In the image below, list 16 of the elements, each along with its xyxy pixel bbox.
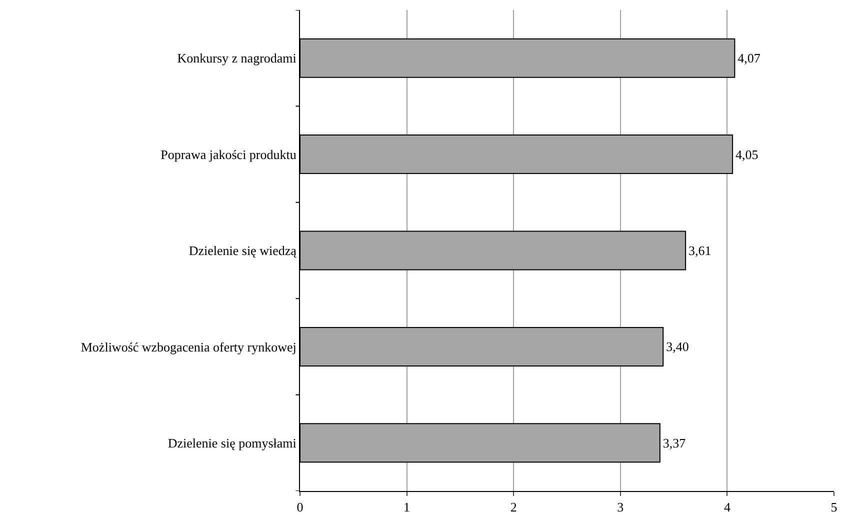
data-label: 3,61 [688, 243, 712, 258]
data-label: 4,05 [736, 146, 758, 162]
data-label: 3,40 [666, 339, 689, 354]
y-tick-label: Dzielenie się wiedzą [188, 243, 297, 258]
data-label: 4,07 [738, 50, 761, 66]
y-tick-label: Dzielenie się pomysłami [168, 435, 297, 450]
x-tick-label: 5 [830, 500, 838, 515]
x-tick-label: 0 [296, 500, 304, 515]
y-tick-label: Konkursy z nagrodami [177, 50, 297, 66]
data-label: 3,37 [662, 435, 686, 450]
x-tick-label: 3 [617, 500, 624, 515]
y-tick-label: Poprawa jakości produktu [160, 146, 297, 162]
y-tick-label: Możliwość wzbogacenia oferty rynkowej [80, 339, 296, 354]
x-tick-label: 2 [510, 500, 517, 515]
x-tick-label: 4 [724, 500, 731, 515]
x-tick-label: 1 [404, 500, 410, 515]
